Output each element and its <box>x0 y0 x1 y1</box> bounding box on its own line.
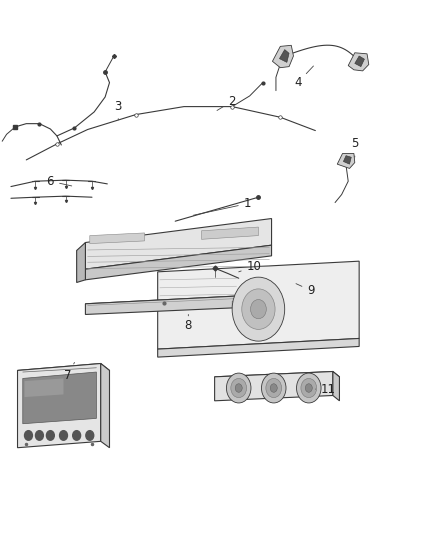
Circle shape <box>235 384 242 392</box>
Circle shape <box>60 431 67 440</box>
Polygon shape <box>355 56 364 67</box>
Circle shape <box>242 289 275 329</box>
Polygon shape <box>23 372 96 424</box>
Text: 9: 9 <box>296 284 315 297</box>
Polygon shape <box>348 53 369 71</box>
Circle shape <box>297 373 321 403</box>
Circle shape <box>270 384 277 392</box>
Polygon shape <box>85 219 272 269</box>
Polygon shape <box>215 372 333 401</box>
Text: 2: 2 <box>217 95 236 110</box>
Polygon shape <box>85 245 272 280</box>
Circle shape <box>231 378 247 398</box>
Polygon shape <box>343 156 351 164</box>
Polygon shape <box>158 261 359 349</box>
Polygon shape <box>232 301 239 309</box>
Polygon shape <box>18 364 101 448</box>
Text: 6: 6 <box>46 175 72 188</box>
Polygon shape <box>272 45 293 68</box>
Circle shape <box>86 431 94 440</box>
Circle shape <box>305 384 312 392</box>
Text: 1: 1 <box>193 197 251 215</box>
Circle shape <box>232 277 285 341</box>
Polygon shape <box>337 154 355 168</box>
Text: 11: 11 <box>315 383 336 395</box>
Polygon shape <box>101 364 110 448</box>
Polygon shape <box>90 233 145 244</box>
Polygon shape <box>25 378 64 397</box>
Polygon shape <box>201 227 258 239</box>
Text: 10: 10 <box>239 260 261 273</box>
Polygon shape <box>77 243 85 282</box>
Circle shape <box>266 378 282 398</box>
Polygon shape <box>85 296 241 314</box>
Text: 8: 8 <box>185 314 192 332</box>
Polygon shape <box>85 296 247 311</box>
Circle shape <box>226 373 251 403</box>
Circle shape <box>261 373 286 403</box>
Circle shape <box>46 431 54 440</box>
Polygon shape <box>215 372 339 382</box>
Text: 7: 7 <box>64 362 74 382</box>
Polygon shape <box>18 364 109 377</box>
Polygon shape <box>158 338 359 357</box>
Polygon shape <box>333 372 339 401</box>
Text: 3: 3 <box>115 100 122 120</box>
Text: 5: 5 <box>351 138 358 157</box>
Circle shape <box>251 300 266 319</box>
Text: 4: 4 <box>294 66 314 89</box>
Polygon shape <box>279 50 289 62</box>
Polygon shape <box>241 296 247 313</box>
Circle shape <box>73 431 81 440</box>
Circle shape <box>25 431 32 440</box>
Circle shape <box>301 378 317 398</box>
Circle shape <box>35 431 43 440</box>
